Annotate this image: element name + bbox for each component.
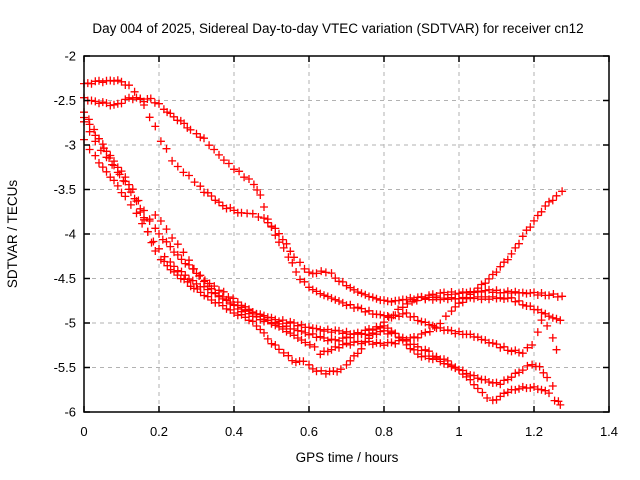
y-tick-label: -4.5 <box>54 271 76 286</box>
x-tick-label: 0.4 <box>225 424 243 439</box>
y-tick-label: -5.5 <box>54 360 76 375</box>
x-tick-label: 1.2 <box>525 424 543 439</box>
trace-3-markers <box>80 108 565 409</box>
trace-6-markers <box>80 113 567 359</box>
trace-2-markers <box>80 93 561 358</box>
x-axis-label: GPS time / hours <box>296 450 399 465</box>
y-tick-label: -3.5 <box>54 182 76 197</box>
y-tick-label: -3 <box>64 138 76 153</box>
y-tick-label: -6 <box>64 405 76 420</box>
x-tick-label: 0 <box>80 424 87 439</box>
grid-layer <box>84 56 609 412</box>
y-tick-label: -4 <box>64 227 76 242</box>
x-tick-label: 0.8 <box>375 424 393 439</box>
y-tick-label: -5 <box>64 316 76 331</box>
x-tick-label: 1 <box>455 424 462 439</box>
trace-4-markers <box>80 117 567 378</box>
y-tick-label: -2.5 <box>54 93 76 108</box>
y-axis-label: SDTVAR / TECUs <box>5 180 20 289</box>
x-tick-label: 1.4 <box>600 424 618 439</box>
trace-1-markers <box>80 76 565 325</box>
axis-layer: 0 0.2 0.4 0.6 0.8 1 1.2 1.4 -2 -2.5 -3 -3.5 -4 -4.5 -5… <box>54 49 618 440</box>
chart-title: Day 004 of 2025, Sidereal Day-to-day VTE… <box>92 21 583 36</box>
y-tick-label: -2 <box>64 49 76 64</box>
data-layer <box>80 76 567 409</box>
x-tick-label: 0.2 <box>150 424 168 439</box>
x-tick-label: 0.6 <box>300 424 318 439</box>
